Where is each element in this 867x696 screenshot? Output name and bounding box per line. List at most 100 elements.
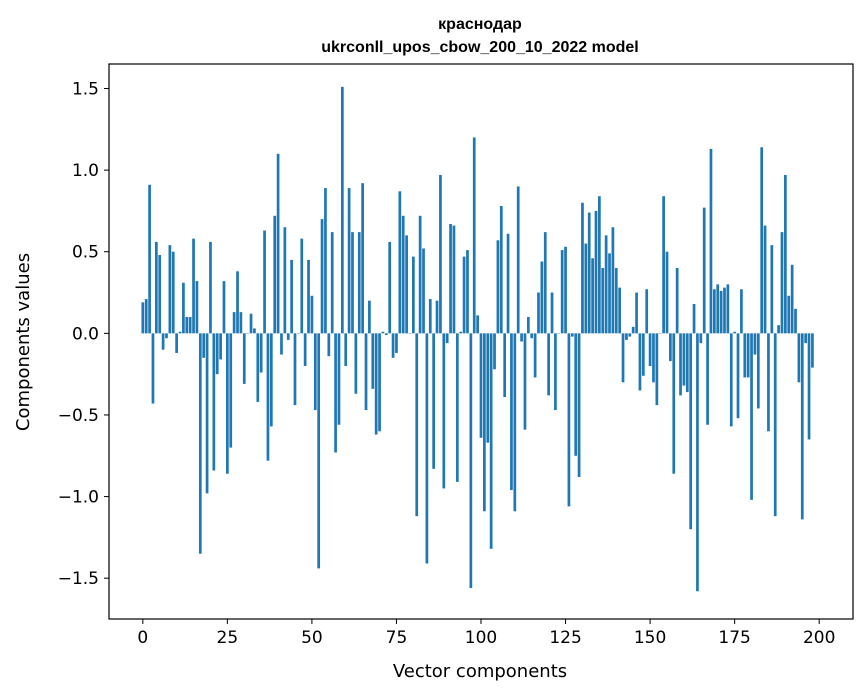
x-axis-label: Vector components	[393, 661, 567, 682]
bar	[540, 261, 544, 334]
bar	[452, 225, 456, 334]
x-tick-label: 100	[465, 628, 497, 648]
bar	[290, 259, 293, 334]
bar	[313, 333, 317, 411]
bar	[195, 281, 199, 334]
bar	[405, 235, 408, 334]
bar	[256, 333, 260, 402]
y-tick-label: −1.0	[58, 488, 99, 508]
bar	[239, 312, 243, 334]
bar	[182, 282, 185, 334]
bar	[733, 331, 736, 334]
bar	[685, 333, 689, 393]
bar	[330, 232, 334, 334]
bar	[503, 333, 507, 397]
bar	[432, 333, 436, 469]
bar	[141, 302, 145, 334]
bar	[269, 333, 273, 427]
bar	[510, 333, 513, 491]
bar	[300, 238, 304, 334]
bar	[641, 333, 645, 376]
bar	[709, 148, 713, 334]
bar	[229, 333, 233, 448]
bar	[763, 225, 767, 334]
bar	[459, 331, 463, 334]
bar	[787, 295, 791, 334]
bar	[537, 292, 540, 334]
bar	[344, 333, 348, 366]
bar	[679, 333, 682, 396]
bar	[354, 333, 358, 394]
bar	[310, 295, 314, 334]
bar	[249, 313, 253, 334]
bar	[706, 333, 709, 425]
bar	[574, 333, 578, 456]
bar	[743, 333, 747, 378]
bar	[712, 289, 716, 334]
bar	[168, 245, 172, 334]
bar	[601, 268, 605, 334]
bar	[625, 333, 628, 340]
bar	[398, 191, 402, 334]
x-tick-label: 125	[549, 628, 581, 648]
bar	[675, 268, 679, 334]
y-tick-label: −0.5	[58, 406, 99, 426]
bar	[395, 333, 398, 353]
y-tick-label: −1.5	[58, 569, 99, 589]
bar	[188, 317, 192, 334]
x-tick-label: 200	[803, 628, 835, 648]
bar	[293, 333, 297, 406]
bar	[682, 333, 686, 386]
bar	[767, 333, 770, 432]
x-tick-label: 50	[301, 628, 323, 648]
bar	[790, 264, 794, 334]
bar	[425, 333, 429, 564]
bar	[455, 333, 459, 482]
bar	[276, 153, 280, 334]
bar	[719, 290, 723, 334]
bar	[320, 219, 324, 334]
bar	[689, 333, 693, 530]
bar	[800, 333, 804, 520]
bar	[804, 333, 808, 344]
bar	[618, 287, 622, 334]
bar	[391, 333, 395, 358]
bar	[611, 227, 615, 334]
bar	[442, 333, 446, 489]
bar	[175, 333, 178, 353]
bar	[361, 183, 364, 334]
bar	[547, 333, 550, 396]
bar	[445, 333, 449, 344]
bar	[466, 250, 469, 334]
bar	[746, 333, 750, 378]
bar	[148, 184, 151, 334]
bar	[307, 259, 310, 334]
bar	[202, 333, 206, 358]
bar	[144, 299, 148, 334]
bar	[662, 196, 665, 334]
bar	[587, 212, 591, 334]
bar	[726, 284, 730, 334]
bar	[638, 333, 642, 391]
bar	[327, 333, 331, 357]
bar	[591, 258, 594, 334]
bar	[811, 333, 814, 368]
bar	[401, 215, 405, 334]
bar	[171, 251, 175, 334]
bar	[371, 333, 375, 389]
bar	[648, 333, 652, 366]
bar	[158, 254, 162, 334]
bar	[594, 210, 598, 334]
bar	[273, 215, 277, 334]
bar	[357, 232, 361, 334]
bar	[533, 333, 537, 378]
bar	[412, 256, 415, 334]
bar	[652, 333, 655, 383]
bar	[303, 333, 307, 366]
bar	[729, 333, 733, 427]
bar	[418, 215, 422, 334]
bar	[669, 333, 672, 362]
bar	[384, 333, 388, 335]
bar	[476, 315, 479, 334]
bar	[351, 232, 354, 334]
